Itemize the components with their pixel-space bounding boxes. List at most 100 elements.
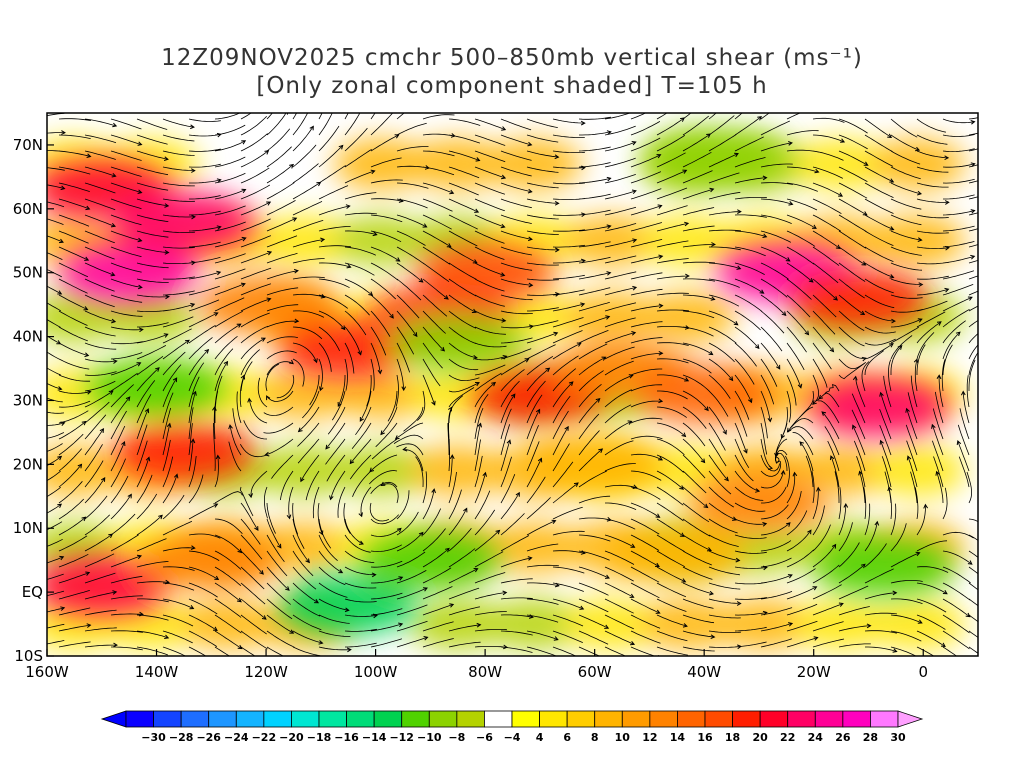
colorbar-swatch (208, 710, 237, 728)
shear-zone (196, 274, 337, 335)
colorbar-label: −22 (252, 731, 277, 744)
colorbar-label: 14 (670, 731, 686, 744)
title-line-2: [Only zonal component shaded] T=105 h (256, 73, 768, 99)
colorbar-swatch (566, 710, 596, 728)
map-area (46, 112, 979, 657)
shear-zone (688, 472, 829, 533)
lon-tick-label: 100W (354, 663, 398, 681)
shade-patch (563, 214, 660, 267)
lat-tick-label: 10N (13, 519, 43, 537)
shear-zone (278, 574, 419, 635)
shear-zone (47, 555, 172, 616)
colorbar-label: 6 (563, 731, 571, 744)
colorbar-label: −18 (307, 731, 332, 744)
shade-patch (869, 138, 966, 191)
shade-patch (179, 598, 276, 651)
colorbar-label: 12 (642, 731, 657, 744)
colorbar-swatch (677, 710, 706, 728)
colorbar-swatch (814, 710, 844, 728)
colorbar-label: −4 (504, 731, 521, 744)
streamline-paths (47, 113, 978, 656)
shear-zone (86, 357, 227, 418)
lat-tick-label: EQ (22, 583, 43, 601)
shade-patch (409, 138, 506, 191)
lon-tick-label: 20W (797, 663, 831, 681)
shear-zone (634, 364, 775, 425)
colorbar-label: −16 (334, 731, 359, 744)
shade-patch (256, 214, 353, 267)
colorbar-label: −8 (448, 731, 465, 744)
colorbar-label: −30 (141, 731, 166, 744)
shade-patch (333, 368, 430, 421)
colorbar-label: −12 (389, 731, 414, 744)
colorbar-swatch (180, 710, 210, 728)
lon-tick-label: 0 (918, 663, 928, 681)
shade-patch (47, 444, 123, 497)
lon-tick-label: 120W (244, 663, 288, 681)
shear-zone (141, 530, 282, 591)
lon-axis: 160W 140W 120W 100W 80W 60W 40W 20W 0 (25, 649, 928, 681)
shade-patch (333, 214, 430, 267)
colorbar-arrow-left (100, 710, 127, 728)
shear-zone (606, 523, 747, 584)
shear-zone (809, 376, 950, 437)
colorbar-swatch (621, 710, 651, 728)
colorbar-swatch (539, 710, 568, 728)
map-frame (46, 112, 979, 657)
colorbar-swatch (594, 710, 623, 728)
colorbar-swatch (732, 710, 761, 728)
shade-patch (256, 368, 353, 421)
shear-zone (113, 191, 254, 252)
colorbar-label: −24 (224, 731, 249, 744)
shade-patch (869, 598, 966, 651)
lat-tick-label: 50N (13, 264, 43, 282)
lon-tick-label: 160W (25, 663, 69, 681)
shade-patch (333, 138, 430, 191)
shade-patch (256, 444, 353, 497)
colorbar-label: −28 (169, 731, 194, 744)
colorbar-swatch (153, 710, 182, 728)
lon-tick-label: 140W (135, 663, 179, 681)
shade-patch (563, 598, 660, 651)
lat-tick-label: 30N (13, 391, 43, 409)
colorbar-swatch (842, 710, 871, 728)
shade-patch (486, 598, 583, 651)
colorbar-swatch (428, 710, 458, 728)
colorbar-label: 16 (697, 731, 713, 744)
colorbar-swatch (649, 710, 678, 728)
colorbar-label: −26 (196, 731, 221, 744)
colorbar-label: −14 (362, 731, 387, 744)
colorbar-label: 28 (863, 731, 878, 744)
colorbar: −30 −28 −26 −24 −22 −20 −18 −16 −14 −12 −10 −8 −6 −4 4… (100, 710, 924, 744)
shear-zone (787, 268, 928, 329)
colorbar-label: −6 (476, 731, 493, 744)
shade-patch (639, 291, 736, 344)
lat-tick-label: 40N (13, 328, 43, 346)
title-line-1: 12Z09NOV2025 cmchr 500–850mb vertical sh… (161, 45, 863, 71)
colorbar-label: 26 (835, 731, 851, 744)
lat-tick-label: 10S (14, 647, 43, 665)
colorbar-swatch (291, 710, 320, 728)
lat-axis: 70N 60N 50N 40N 30N 20N 10N EQ 10S (13, 136, 54, 665)
shade-patch (486, 521, 583, 574)
lon-tick-label: 60W (578, 663, 612, 681)
shear-zone (645, 127, 786, 188)
colorbar-swatch (346, 710, 375, 728)
colorbar-swatch (318, 710, 347, 728)
shear-zone (415, 242, 556, 303)
shear-shading (47, 127, 966, 651)
shear-zone (524, 434, 665, 495)
colorbar-label: 20 (752, 731, 768, 744)
streamline-arrows (56, 113, 976, 656)
colorbar-label: −10 (417, 731, 442, 744)
colorbar-label: 30 (890, 731, 906, 744)
colorbar-arrow-right (897, 710, 924, 728)
colorbar-swatch (787, 710, 816, 728)
shear-zone (814, 536, 955, 597)
colorbar-label: 4 (536, 731, 544, 744)
colorbar-swatch (704, 710, 733, 728)
shade-patch (103, 291, 200, 344)
colorbar-swatch (125, 710, 154, 728)
lon-tick-label: 80W (468, 663, 502, 681)
